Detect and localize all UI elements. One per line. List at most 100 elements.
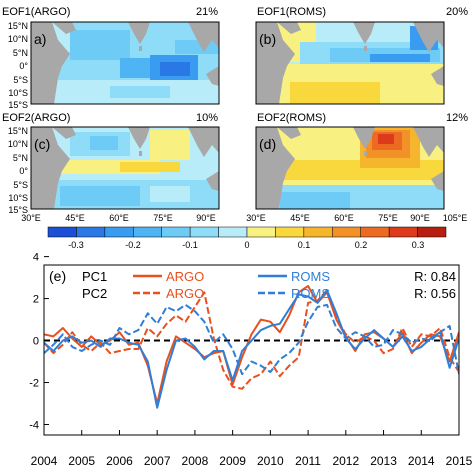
legend-label-roms-pc2: ROMS xyxy=(291,286,330,301)
panel-c: EOF2(ARGO) 10% (c) 15°N 10°N 5°N 0° 5°S … xyxy=(2,112,220,215)
lat-label: 10°N xyxy=(8,34,28,44)
colorbar-label: 0.1 xyxy=(298,240,311,250)
field-patch xyxy=(160,62,190,76)
x-tick-label: 2005 xyxy=(68,454,95,468)
land-africa xyxy=(256,127,295,209)
panel-e-tag: (e) xyxy=(49,268,66,284)
lon-labels: 30°E 45°E 60°E 75°E 90°E 30°E 45°E 60°E … xyxy=(21,213,467,223)
panel-b-percent: 20% xyxy=(446,6,468,18)
y-tick-label: 0 xyxy=(33,336,39,348)
land-sumatra xyxy=(206,66,219,86)
legend-label-roms-pc1: ROMS xyxy=(291,269,330,284)
colorbar-cell xyxy=(76,226,106,238)
colorbar-cell xyxy=(104,226,134,238)
land-sri-lanka xyxy=(139,151,142,156)
panel-a-frame xyxy=(30,21,220,105)
y-tick-label: -2 xyxy=(29,378,39,390)
colorbar-cell xyxy=(161,226,191,238)
panel-d-field xyxy=(256,127,444,209)
colorbar-cell xyxy=(133,226,162,238)
land-sri-lanka xyxy=(364,151,367,156)
panel-a-percent: 21% xyxy=(196,6,218,18)
colorbar xyxy=(47,226,447,238)
colorbar-cell xyxy=(388,226,418,238)
panel-c-field xyxy=(31,127,219,209)
lon-label: 90°E xyxy=(410,213,430,223)
lat-label: 0° xyxy=(19,61,28,71)
panel-c-percent: 10% xyxy=(196,112,218,124)
land-africa xyxy=(256,22,295,104)
land-india xyxy=(353,127,375,149)
panel-d-title: EOF2(ROMS) xyxy=(257,112,326,124)
field-patch xyxy=(90,136,118,150)
colorbar-cell xyxy=(218,226,248,238)
legend-label-argo-pc1: ARGO xyxy=(166,269,204,284)
land-sri-lanka xyxy=(139,46,142,51)
lat-label: 15°N xyxy=(8,21,28,31)
lon-label: 45°E xyxy=(65,213,85,223)
panel-c-title: EOF2(ARGO) xyxy=(2,112,70,124)
land-africa xyxy=(31,127,70,209)
colorbar-labels: -0.3 -0.2 -0.1 0 0.1 0.2 0.3 xyxy=(68,240,424,250)
lat-label: 10°N xyxy=(8,139,28,149)
colorbar-label: -0.2 xyxy=(125,240,141,250)
x-tick-label: 2012 xyxy=(332,454,359,468)
lat-label: 5°S xyxy=(13,180,28,190)
legend: PC1 PC2 ARGO ARGO ROMS ROMS R: 0.84 R: 0… xyxy=(82,269,456,301)
panel-c-lat-labels: 15°N 10°N 5°N 0° 5°S 10°S 15°S xyxy=(8,126,29,215)
panel-d-percent: 12% xyxy=(446,112,468,124)
lat-label: 5°S xyxy=(13,75,28,85)
field-patch xyxy=(378,134,394,144)
panel-c-tag: (c) xyxy=(34,136,50,152)
lon-label: 75°E xyxy=(378,213,398,223)
lon-label: 75°E xyxy=(153,213,173,223)
field-patch xyxy=(150,130,190,160)
colorbar-label: 0.3 xyxy=(412,240,425,250)
series-line-argo-pc2 xyxy=(44,289,459,390)
panel-b-title: EOF1(ROMS) xyxy=(257,6,326,18)
lat-label: 15°S xyxy=(8,100,28,110)
land-arabia xyxy=(52,22,76,34)
panel-a: EOF1(ARGO) 21% a) 15°N 10°N 5°N 0° 5°S 1… xyxy=(2,6,220,110)
land-india xyxy=(128,127,150,149)
x-tick-label: 2007 xyxy=(144,454,171,468)
legend-row-pc1: PC1 xyxy=(82,269,107,284)
land-southeast-asia xyxy=(188,22,219,52)
lat-label: 15°S xyxy=(8,205,28,215)
panel-a-tag: a) xyxy=(34,31,46,47)
colorbar-cell xyxy=(417,226,447,238)
panel-a-lat-labels: 15°N 10°N 5°N 0° 5°S 10°S 15°S xyxy=(8,21,29,110)
x-tick-label: 2006 xyxy=(106,454,133,468)
lon-label: 60°E xyxy=(334,213,354,223)
land-sumatra xyxy=(431,171,444,191)
panel-b-frame xyxy=(255,21,445,105)
panel-b-tag: (b) xyxy=(259,31,276,47)
panel-d-frame xyxy=(255,126,445,210)
field-patch xyxy=(175,40,219,54)
lon-label: 105°E xyxy=(443,213,468,223)
panel-c-frame xyxy=(30,126,220,210)
field-patch xyxy=(70,30,130,60)
field-patch xyxy=(110,86,170,98)
x-tick-label: 2013 xyxy=(370,454,397,468)
field-patch xyxy=(120,162,180,172)
panel-a-field xyxy=(31,22,219,104)
legend-r-pc2: R: 0.56 xyxy=(414,286,456,301)
lon-label: 45°E xyxy=(290,213,310,223)
colorbar-cell xyxy=(246,226,276,238)
field-patch xyxy=(370,54,430,62)
land-sri-lanka xyxy=(364,46,367,51)
land-southeast-asia xyxy=(413,22,444,52)
lon-label: 60°E xyxy=(109,213,129,223)
y-tick-label: 4 xyxy=(33,252,39,264)
colorbar-cell xyxy=(189,226,219,238)
lon-label: 90°E xyxy=(196,213,216,223)
field-patch xyxy=(280,192,350,209)
legend-row-pc2: PC2 xyxy=(82,286,107,301)
x-tick-label: 2014 xyxy=(408,454,435,468)
field-patch xyxy=(60,186,140,206)
lat-label: 5°N xyxy=(13,48,28,58)
field-patch xyxy=(150,186,190,202)
colorbar-label: -0.3 xyxy=(68,240,84,250)
